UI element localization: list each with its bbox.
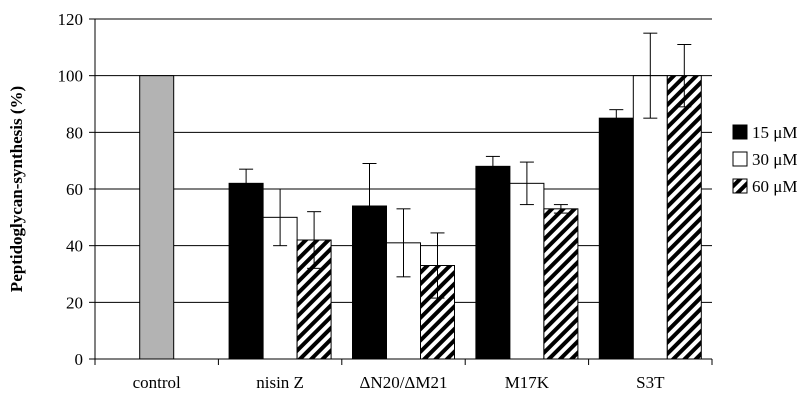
bar-series-2 bbox=[666, 75, 702, 360]
y-tick-label: 100 bbox=[58, 67, 84, 86]
y-tick-label: 0 bbox=[75, 350, 84, 369]
x-category-label: control bbox=[133, 373, 181, 392]
bar-series-0 bbox=[475, 165, 511, 360]
y-tick-label: 20 bbox=[66, 293, 83, 312]
legend-label: 60 μM bbox=[752, 177, 797, 196]
bar-control bbox=[139, 75, 175, 360]
legend: 15 μM 30 μM 60 μM bbox=[732, 123, 797, 196]
x-category-label: M17K bbox=[505, 373, 550, 392]
y-tick-label: 40 bbox=[66, 237, 83, 256]
y-axis-title: Peptidoglycan-synthesis (%) bbox=[7, 86, 26, 292]
bar-series-0 bbox=[598, 117, 634, 360]
bars bbox=[139, 75, 702, 360]
bar-series-1 bbox=[509, 182, 545, 360]
x-category-label: S3T bbox=[636, 373, 665, 392]
legend-swatch bbox=[732, 178, 748, 194]
y-tick-label: 80 bbox=[66, 123, 83, 142]
axes bbox=[89, 18, 713, 365]
y-tick-label: 120 bbox=[58, 10, 84, 29]
legend-swatch bbox=[732, 151, 748, 167]
y-tick-label: 60 bbox=[66, 180, 83, 199]
legend-label: 15 μM bbox=[752, 123, 797, 142]
legend-swatch bbox=[732, 124, 748, 140]
labels: 0 20 40 60 80 100 120 control nisin Z ΔN20/ΔM21 M1… bbox=[58, 10, 666, 392]
bar-series-2 bbox=[543, 208, 579, 360]
bar-series-0 bbox=[228, 182, 264, 360]
x-category-label: ΔN20/ΔM21 bbox=[360, 373, 448, 392]
legend-label: 30 μM bbox=[752, 150, 797, 169]
error-bars bbox=[239, 32, 692, 299]
x-category-label: nisin Z bbox=[256, 373, 304, 392]
